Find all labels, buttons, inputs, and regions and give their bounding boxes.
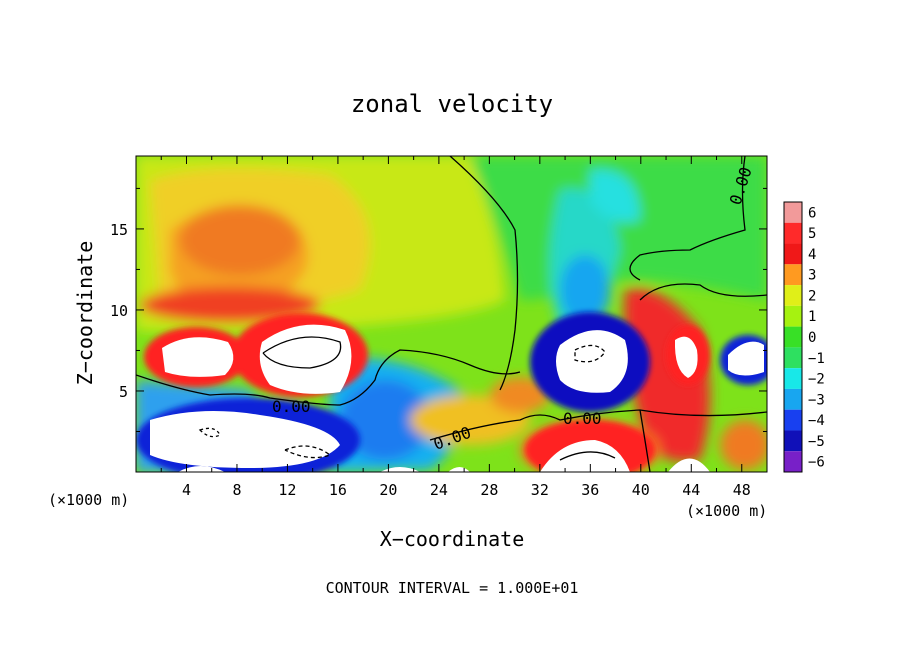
colorbar-label: −6 [808,455,825,471]
y-axis-label: Z−coordinate [73,241,97,386]
colorbar-frame [783,201,803,473]
y-tick-label: 5 [119,383,128,401]
plot-frame [135,155,768,473]
colorbar-label: 6 [808,205,816,221]
x-tick-label: 32 [531,481,549,499]
chart-title: zonal velocity [351,90,553,118]
x-tick-label: 44 [682,481,700,499]
y-tick-label: 10 [110,302,128,320]
colorbar-label: 0 [808,330,816,346]
x-tick-label: 12 [278,481,296,499]
x-axis: 4 8 12 16 20 24 28 32 36 40 44 48 [160,156,751,499]
contour-label-1: 0.00 [272,397,311,416]
x-tick-label: 24 [430,481,448,499]
y-tick-label: 15 [110,221,128,239]
colorbar-swatch [784,347,802,369]
colorbar-label: 3 [808,268,816,284]
colorbar: 6 5 4 3 2 1 0 −1 −2 −3 −4 −5 −6 [783,201,825,473]
x-tick-label: 48 [733,481,751,499]
colorbar-label: −1 [808,351,825,367]
colorbar-swatch [784,326,802,348]
colorbar-label: 4 [808,247,816,263]
colorbar-swatch [784,368,802,389]
colorbar-swatch [784,202,802,223]
x-tick-label: 8 [232,481,241,499]
colorbar-swatch [784,222,802,244]
x-tick-label: 28 [480,481,498,499]
colorbar-label: −4 [808,413,825,429]
colorbar-swatch [784,388,802,410]
x-axis-label: X−coordinate [380,527,525,551]
colorbar-label: 1 [808,309,816,325]
heatmap-field [136,156,767,472]
colorbar-label: 2 [808,288,816,304]
x-tick-label: 36 [581,481,599,499]
colorbar-swatch [784,305,802,327]
contour-label-2: 0.00 [563,409,602,428]
colorbar-swatch [784,451,802,472]
colorbar-swatch [784,409,802,431]
colorbar-label: −5 [808,434,825,450]
x-tick-label: 4 [182,481,191,499]
colorbar-swatch [784,243,802,265]
colorbar-label: −2 [808,372,825,388]
colorbar-label: 5 [808,226,816,242]
colorbar-label: −3 [808,392,825,408]
x-tick-label: 40 [632,481,650,499]
x-tick-label: 16 [329,481,347,499]
x-unit-right: (×1000 m) [686,502,767,520]
contour-interval-note: CONTOUR INTERVAL = 1.000E+01 [326,579,579,597]
colorbar-swatch [784,430,802,452]
x-unit-left: (×1000 m) [48,491,129,509]
colorbar-swatch [784,285,802,306]
y-axis: 5 10 15 [110,187,767,432]
colorbar-swatch [784,264,802,286]
x-tick-label: 20 [379,481,397,499]
